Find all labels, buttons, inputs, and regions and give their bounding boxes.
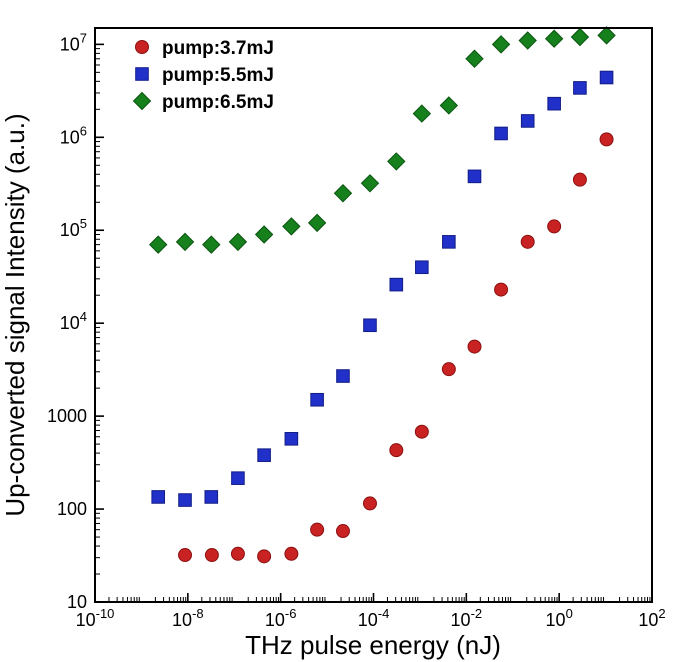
data-point — [518, 31, 537, 50]
data-point — [467, 339, 482, 354]
data-point — [135, 67, 149, 81]
data-point — [336, 369, 350, 383]
data-point — [148, 235, 168, 254]
data-point — [389, 443, 404, 458]
x-tick-label: 10-6 — [265, 606, 297, 630]
data-point — [257, 448, 271, 462]
x-axis-ticks: 10-10 10-8 10-6 10-4 10-2 100 102 — [76, 593, 666, 630]
data-point — [414, 424, 429, 439]
data-point — [570, 27, 590, 47]
series-pump-3.7mj — [178, 132, 614, 564]
data-point — [202, 235, 221, 254]
data-point — [520, 234, 535, 249]
plot-frame — [94, 27, 653, 603]
data-point — [363, 318, 377, 333]
x-tick-label: 10-8 — [172, 606, 204, 630]
data-point — [178, 548, 193, 563]
legend: pump:3.7mJ pump:5.5mJ pump:6.5mJ — [132, 38, 274, 113]
data-point — [254, 225, 274, 244]
data-point — [310, 392, 324, 407]
y-tick-label: 106 — [60, 123, 87, 147]
data-point — [547, 96, 561, 111]
data-point — [282, 217, 301, 236]
series-pump-5.5mj — [151, 70, 614, 507]
data-point — [491, 35, 511, 54]
data-point — [544, 29, 564, 48]
data-point — [387, 152, 406, 171]
data-point — [307, 213, 327, 233]
data-point — [257, 549, 272, 564]
data-point — [362, 496, 377, 511]
y-tick-label: 100 — [57, 499, 87, 519]
data-point — [284, 432, 299, 446]
data-point — [204, 548, 219, 563]
legend-item: pump:5.5mJ — [135, 65, 274, 86]
data-point — [231, 471, 245, 485]
legend-label: pump:3.7mJ — [162, 38, 274, 59]
data-point — [132, 91, 152, 111]
data-point — [415, 260, 429, 275]
data-point — [494, 282, 509, 297]
data-point — [599, 132, 614, 147]
data-point — [547, 219, 562, 234]
legend-label: pump:6.5mJ — [162, 92, 274, 113]
data-point — [599, 70, 614, 85]
y-axis-label: Up-converted signal Intensity (a.u.) — [0, 113, 30, 516]
data-point — [310, 522, 325, 537]
data-point — [230, 546, 245, 561]
y-tick-label: 1000 — [47, 406, 87, 426]
legend-item: pump:3.7mJ — [135, 38, 274, 59]
data-point — [573, 81, 587, 95]
x-tick-label: 10-4 — [358, 606, 390, 630]
y-tick-label: 10 — [67, 592, 87, 612]
series-pump-6.5mj — [148, 26, 616, 254]
data-point — [284, 546, 299, 561]
data-point — [228, 232, 248, 252]
data-point — [441, 362, 456, 377]
legend-item: pump:6.5mJ — [132, 91, 274, 113]
y-tick-label: 107 — [60, 30, 87, 54]
data-point — [572, 172, 587, 187]
data-point — [467, 169, 482, 184]
data-point — [204, 490, 219, 504]
x-tick-label: 102 — [638, 606, 665, 630]
y-tick-label: 105 — [60, 216, 87, 240]
data-point — [335, 524, 350, 539]
data-point — [389, 277, 404, 292]
data-point — [360, 174, 380, 193]
data-point — [333, 184, 353, 203]
data-point — [151, 490, 166, 504]
data-point — [178, 493, 192, 507]
legend-label: pump:5.5mJ — [162, 65, 274, 86]
data-point — [494, 126, 508, 141]
data-point — [442, 235, 456, 249]
x-axis-label: THz pulse energy (nJ) — [245, 630, 501, 660]
data-point — [175, 232, 195, 252]
y-tick-label: 104 — [60, 309, 87, 333]
data-point — [135, 40, 149, 54]
data-series — [148, 26, 616, 564]
data-point — [465, 49, 484, 68]
data-point — [439, 96, 459, 115]
data-point — [597, 26, 616, 45]
x-tick-label: 100 — [546, 606, 573, 630]
x-tick-label: 10-2 — [451, 606, 483, 630]
data-point — [520, 114, 535, 128]
data-point — [412, 104, 432, 123]
